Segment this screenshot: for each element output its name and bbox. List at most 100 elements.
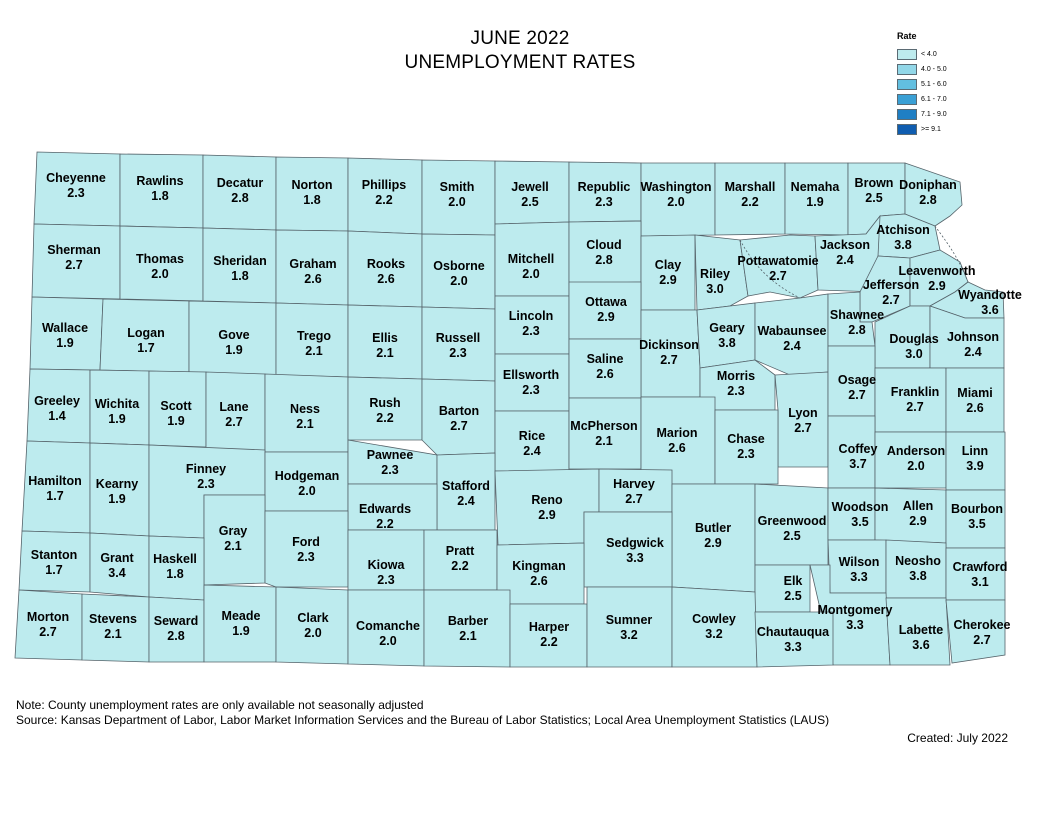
county-rate-gray: 2.1 xyxy=(224,539,241,553)
created-date: Created: July 2022 xyxy=(907,731,1008,745)
county-name-anderson: Anderson xyxy=(887,444,945,458)
county-rate-doniphan: 2.8 xyxy=(919,193,936,207)
county-rate-lincoln: 2.3 xyxy=(522,324,539,338)
county-rate-sumner: 3.2 xyxy=(620,628,637,642)
legend-items: < 4.0 4.0 - 5.0 5.1 - 6.0 6.1 - 7.0 7.1 - 9.… xyxy=(897,47,1007,137)
county-rate-osage: 2.7 xyxy=(848,388,865,402)
county-rate-phillips: 2.2 xyxy=(375,193,392,207)
county-rate-comanche: 2.0 xyxy=(379,634,396,648)
county-name-wichita: Wichita xyxy=(95,397,140,411)
legend-swatch xyxy=(897,109,917,120)
county-rate-shawnee: 2.8 xyxy=(848,323,865,337)
county-rate-kingman: 2.6 xyxy=(530,574,547,588)
county-rate-wallace: 1.9 xyxy=(56,336,73,350)
county-rate-ford: 2.3 xyxy=(297,550,314,564)
county-rate-stevens: 2.1 xyxy=(104,627,121,641)
county-name-shawnee: Shawnee xyxy=(830,308,884,322)
county-rate-kearny: 1.9 xyxy=(108,492,125,506)
county-rate-jewell: 2.5 xyxy=(521,195,538,209)
legend-swatch xyxy=(897,94,917,105)
county-rate-norton: 1.8 xyxy=(303,193,320,207)
county-name-lyon: Lyon xyxy=(788,406,817,420)
county-name-trego: Trego xyxy=(297,329,331,343)
county-name-harper: Harper xyxy=(529,620,569,634)
county-name-greeley: Greeley xyxy=(34,394,80,408)
county-rate-morris: 2.3 xyxy=(727,384,744,398)
legend-label: 7.1 - 9.0 xyxy=(921,111,947,118)
county-rate-mcpherson: 2.1 xyxy=(595,434,612,448)
legend-item: 7.1 - 9.0 xyxy=(897,107,1007,122)
county-name-wallace: Wallace xyxy=(42,321,88,335)
county-rate-geary: 3.8 xyxy=(718,336,735,350)
county-labette xyxy=(885,597,951,666)
source-text: Source: Kansas Department of Labor, Labo… xyxy=(16,713,830,727)
legend-swatch xyxy=(897,64,917,75)
county-name-jefferson: Jefferson xyxy=(863,278,919,292)
county-name-grant: Grant xyxy=(100,551,134,565)
county-name-cowley: Cowley xyxy=(692,612,736,626)
county-name-rush: Rush xyxy=(369,396,400,410)
county-rate-harper: 2.2 xyxy=(540,635,557,649)
county-name-ottawa: Ottawa xyxy=(585,295,628,309)
legend-swatch xyxy=(897,79,917,90)
county-rate-decatur: 2.8 xyxy=(231,191,248,205)
county-chautauqua xyxy=(754,611,834,668)
county-name-franklin: Franklin xyxy=(891,385,940,399)
county-rate-cloud: 2.8 xyxy=(595,253,612,267)
county-name-sherman: Sherman xyxy=(47,243,101,257)
county-name-johnson: Johnson xyxy=(947,330,999,344)
county-rate-lane: 2.7 xyxy=(225,415,242,429)
county-rate-ness: 2.1 xyxy=(296,417,313,431)
county-rate-clay: 2.9 xyxy=(659,273,676,287)
county-name-crawford: Crawford xyxy=(953,560,1008,574)
county-name-bourbon: Bourbon xyxy=(951,502,1003,516)
county-rate-wilson: 3.3 xyxy=(850,570,867,584)
county-rate-barber: 2.1 xyxy=(459,629,476,643)
county-rate-anderson: 2.0 xyxy=(907,459,924,473)
county-pawnee xyxy=(347,439,438,485)
legend: Rate < 4.0 4.0 - 5.0 5.1 - 6.0 6.1 - 7.0 7.1… xyxy=(897,31,1007,137)
county-name-republic: Republic xyxy=(578,180,631,194)
county-name-graham: Graham xyxy=(289,257,336,271)
county-name-sedgwick: Sedgwick xyxy=(606,536,664,550)
county-name-gray: Gray xyxy=(219,524,248,538)
county-rate-franklin: 2.7 xyxy=(906,400,923,414)
county-rate-elk: 2.5 xyxy=(784,589,801,603)
county-name-osage: Osage xyxy=(838,373,876,387)
county-rate-smith: 2.0 xyxy=(448,195,465,209)
county-name-nemaha: Nemaha xyxy=(791,180,841,194)
county-rate-kiowa: 2.3 xyxy=(377,573,394,587)
county-name-lincoln: Lincoln xyxy=(509,309,553,323)
county-rate-johnson: 2.4 xyxy=(964,345,981,359)
county-rate-stafford: 2.4 xyxy=(457,494,474,508)
county-name-coffey: Coffey xyxy=(839,442,878,456)
legend-swatch xyxy=(897,49,917,60)
county-rate-butler: 2.9 xyxy=(704,536,721,550)
county-rate-harvey: 2.7 xyxy=(625,492,642,506)
county-johnson xyxy=(929,305,1005,369)
county-cherokee xyxy=(945,599,1006,664)
county-rate-rooks: 2.6 xyxy=(377,272,394,286)
county-woodson xyxy=(827,487,876,541)
county-rate-ellis: 2.1 xyxy=(376,346,393,360)
county-rate-cheyenne: 2.3 xyxy=(67,186,84,200)
county-rate-neosho: 3.8 xyxy=(909,569,926,583)
county-name-norton: Norton xyxy=(292,178,333,192)
county-rate-wichita: 1.9 xyxy=(108,412,125,426)
county-name-reno: Reno xyxy=(531,493,563,507)
county-rate-leavenworth: 2.9 xyxy=(928,279,945,293)
county-name-wabaunsee: Wabaunsee xyxy=(757,324,826,338)
county-rate-douglas: 3.0 xyxy=(905,347,922,361)
county-rate-jackson: 2.4 xyxy=(836,253,853,267)
county-rate-marshall: 2.2 xyxy=(741,195,758,209)
county-grant xyxy=(89,532,150,598)
county-name-stanton: Stanton xyxy=(31,548,78,562)
county-name-ellsworth: Ellsworth xyxy=(503,368,559,382)
county-elk xyxy=(754,564,811,613)
legend-label: 6.1 - 7.0 xyxy=(921,96,947,103)
county-name-woodson: Woodson xyxy=(832,500,889,514)
county-name-meade: Meade xyxy=(222,609,261,623)
legend-label: 5.1 - 6.0 xyxy=(921,81,947,88)
county-name-linn: Linn xyxy=(962,444,988,458)
county-name-wyandotte: Wyandotte xyxy=(958,288,1022,302)
